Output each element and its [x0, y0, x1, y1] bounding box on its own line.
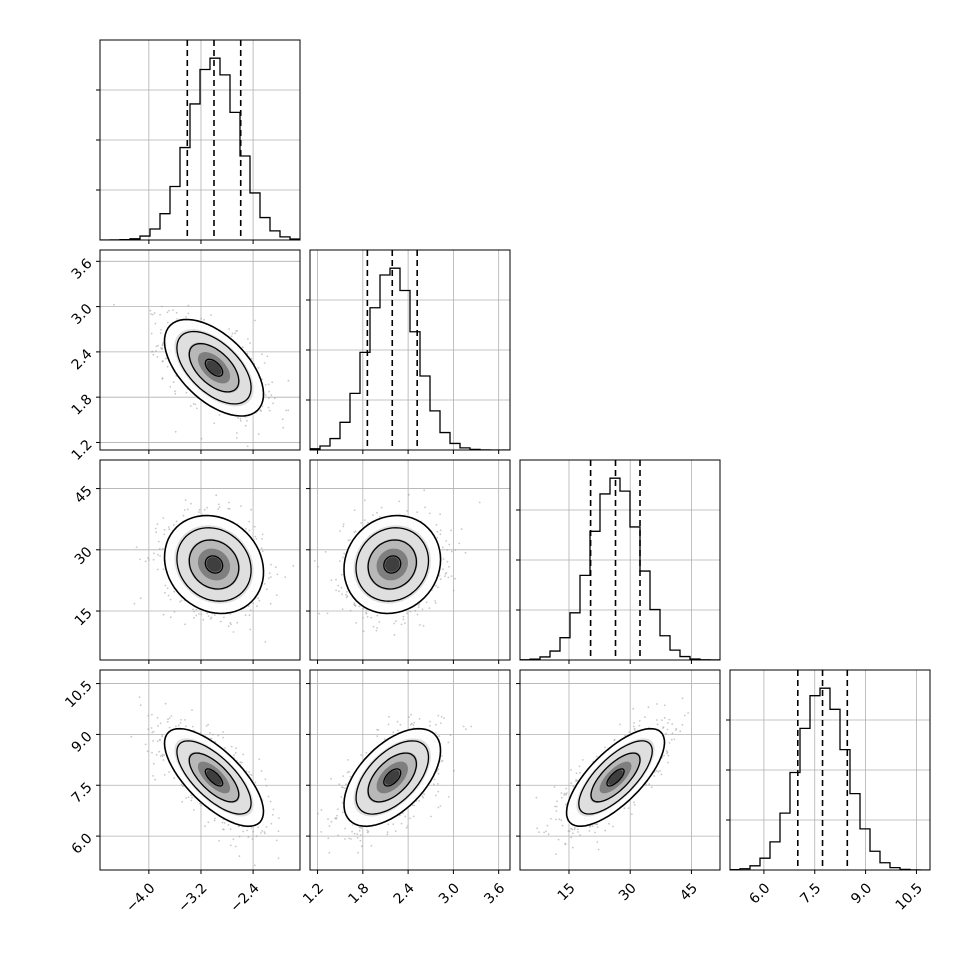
contour-0: [163, 514, 265, 615]
x-tick-label: 1.2: [300, 880, 327, 907]
panel-plot-area: [100, 40, 300, 240]
panel-2-1: [306, 459, 511, 664]
x-tick-label: −3.2: [175, 880, 210, 915]
contour-1: [176, 740, 252, 815]
contour-2: [367, 752, 418, 803]
panel-1-0: 1.2 1.8 2.4 3.0 3.6: [69, 249, 301, 464]
density-level-4: [608, 770, 623, 785]
contour-0: [163, 318, 265, 417]
histogram-1: [310, 267, 510, 450]
x-tick-label: 7.5: [797, 880, 824, 907]
panel-plot-area: [310, 670, 510, 870]
panel-plot-area: [100, 250, 300, 450]
y-tick-label: 3.6: [69, 256, 96, 283]
panel-3-3: 6.0 7.5 9.0 10.5: [726, 669, 931, 914]
panel-frame: [519, 459, 721, 661]
histogram-2: [520, 477, 720, 660]
y-tick-label: 3.0: [69, 301, 96, 328]
y-tick-label: 30: [72, 544, 96, 568]
contour-1: [578, 740, 653, 815]
contour-0: [343, 727, 442, 828]
panel-plot-area: [100, 460, 300, 660]
x-tick-label: −4.0: [123, 880, 158, 915]
panel-plot-area: [520, 460, 720, 660]
contour-1: [176, 527, 252, 602]
histogram-3: [730, 687, 930, 870]
panel-plot-area: [730, 670, 930, 870]
contour-3: [204, 358, 224, 377]
x-tick-label: 1.8: [345, 880, 372, 907]
contour-3: [204, 768, 224, 787]
x-tick-label: 10.5: [893, 880, 926, 913]
x-tick-label: 3.6: [481, 880, 508, 907]
contour-2: [188, 752, 240, 803]
panel-frame: [309, 669, 511, 871]
density-level-4: [206, 557, 222, 572]
panel-1-1: [306, 249, 511, 454]
panel-2-2: [516, 459, 721, 664]
panel-frame: [309, 249, 511, 451]
panel-frame: [309, 459, 511, 661]
contour-3: [383, 555, 402, 574]
y-tick-label: 10.5: [62, 678, 95, 711]
contour-2: [367, 539, 418, 590]
contour-1: [176, 330, 252, 405]
y-tick-label: 45: [72, 483, 96, 507]
contour-0: [565, 727, 666, 827]
panel-frame: [729, 669, 931, 871]
x-tick-label: 3.0: [436, 880, 463, 907]
contour-2: [590, 752, 641, 803]
histogram-0: [100, 57, 300, 240]
y-tick-label: 1.8: [69, 392, 96, 419]
panel-plot-area: [520, 670, 720, 870]
contour-2: [188, 342, 240, 393]
panel-frame: [519, 669, 721, 871]
y-tick-label: 9.0: [69, 729, 96, 756]
x-tick-label: −2.4: [227, 880, 262, 915]
panel-2-0: 15 30 45: [72, 459, 301, 664]
contour-0: [343, 514, 442, 615]
x-tick-label: 15: [555, 880, 579, 904]
panel-0-0: [96, 39, 301, 244]
density-level-4: [385, 770, 400, 785]
contour-1: [355, 740, 430, 815]
x-tick-label: 9.0: [848, 880, 875, 907]
y-tick-label: 15: [72, 605, 96, 629]
x-tick-label: 6.0: [746, 880, 773, 907]
panel-3-1: 1.2 1.8 2.4 3.0 3.6: [300, 669, 511, 907]
y-tick-label: 7.5: [69, 780, 96, 807]
contour-0: [163, 727, 265, 828]
y-tick-label: 6.0: [69, 830, 96, 857]
density-level-4: [385, 557, 400, 572]
panel-plot-area: [100, 670, 300, 870]
y-tick-label: 2.4: [69, 346, 96, 373]
x-tick-label: 30: [616, 880, 640, 904]
panel-frame: [99, 249, 301, 451]
panel-frame: [99, 39, 301, 241]
x-tick-label: 2.4: [391, 880, 418, 907]
panel-3-2: 15 30 45: [516, 669, 721, 904]
y-tick-label: 1.2: [69, 437, 96, 464]
contour-3: [383, 768, 402, 787]
density-level-4: [206, 770, 222, 785]
panel-frame: [99, 669, 301, 871]
contour-3: [606, 768, 625, 787]
contour-1: [355, 527, 430, 602]
x-tick-label: 45: [677, 880, 701, 904]
contour-3: [204, 555, 224, 574]
panel-frame: [99, 459, 301, 661]
density-level-4: [206, 360, 222, 375]
panel-3-0: 6.0 7.5 9.0 10.5 −4.0 −3.2 −2.4: [62, 669, 301, 916]
panel-plot-area: [310, 460, 510, 660]
panel-plot-area: [310, 250, 510, 450]
contour-2: [188, 539, 240, 590]
